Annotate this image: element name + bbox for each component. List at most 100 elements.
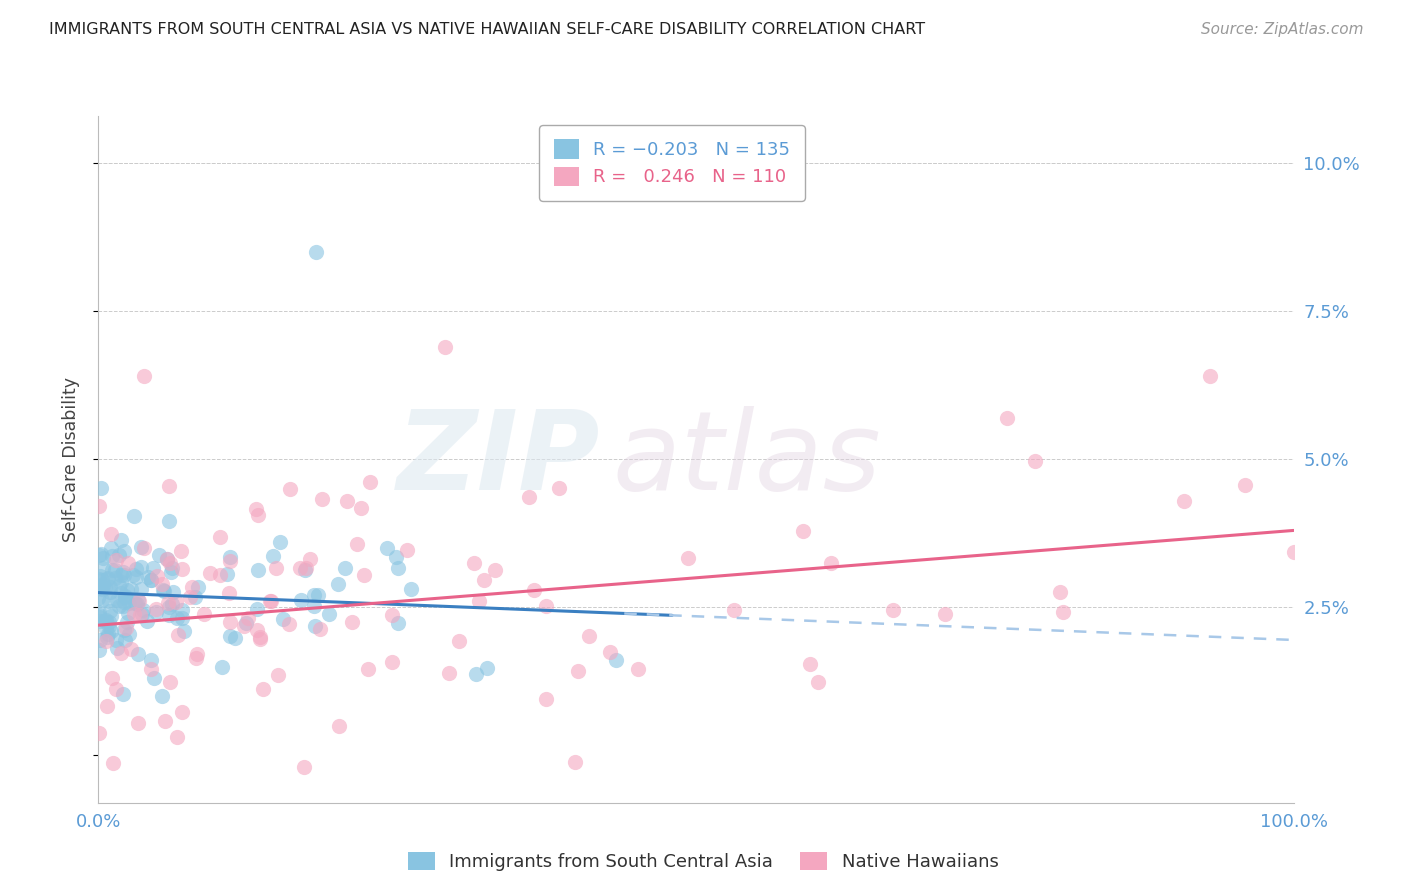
Point (350, 500, 373, 515)
Point (465, 667, 488, 681)
Point (89, 605, 111, 619)
Point (127, 716, 149, 731)
Point (934, 607, 956, 622)
Point (259, 594, 281, 608)
Point (90, 593, 112, 607)
Point (94, 622, 117, 636)
Point (112, 623, 135, 637)
Point (467, 594, 489, 608)
Point (110, 575, 132, 590)
Legend: R = −0.203   N = 135, R =   0.246   N = 110: R = −0.203 N = 135, R = 0.246 N = 110 (540, 125, 804, 201)
Point (218, 615, 240, 629)
Point (218, 586, 240, 600)
Point (472, 574, 495, 588)
Point (218, 554, 240, 568)
Point (108, 599, 131, 614)
Point (115, 621, 138, 635)
Point (157, 600, 180, 615)
Point (820, 556, 842, 570)
Point (157, 607, 180, 622)
Point (105, 592, 128, 607)
Point (262, 549, 284, 563)
Point (89, 499, 111, 513)
Point (112, 568, 135, 582)
Point (401, 582, 423, 597)
Point (170, 611, 193, 625)
Point (108, 549, 131, 563)
Point (186, 651, 208, 665)
Point (523, 583, 546, 598)
Point (246, 602, 269, 616)
Point (142, 561, 165, 575)
Point (89, 614, 111, 628)
Point (170, 562, 193, 576)
Point (155, 714, 177, 728)
Point (96, 634, 118, 648)
Point (357, 663, 380, 677)
Point (302, 588, 325, 602)
Point (100, 624, 122, 638)
Point (152, 583, 174, 598)
Point (627, 662, 650, 676)
Point (108, 579, 131, 593)
Point (125, 598, 148, 612)
Point (267, 668, 290, 682)
Point (90, 548, 112, 562)
Point (89, 633, 111, 648)
Point (118, 596, 141, 610)
Point (198, 566, 221, 581)
Point (166, 611, 188, 625)
Legend: Immigrants from South Central Asia, Native Hawaiians: Immigrants from South Central Asia, Nati… (401, 845, 1005, 879)
Point (299, 552, 322, 566)
Point (484, 563, 506, 577)
Point (97, 627, 120, 641)
Point (98, 615, 121, 630)
Point (245, 501, 267, 516)
Point (105, 682, 128, 697)
Point (111, 599, 134, 614)
Point (100, 563, 122, 577)
Point (141, 573, 163, 587)
Point (246, 624, 269, 638)
Point (477, 661, 499, 675)
Point (517, 490, 540, 504)
Point (333, 561, 356, 575)
Point (124, 607, 146, 621)
Point (87, 725, 110, 739)
Point (153, 584, 176, 599)
Point (87, 608, 110, 623)
Point (548, 481, 571, 495)
Point (318, 607, 340, 621)
Point (278, 617, 301, 632)
Point (127, 647, 149, 661)
Point (336, 494, 359, 508)
Point (139, 573, 162, 587)
Point (132, 369, 155, 384)
Point (139, 652, 162, 666)
Point (187, 580, 209, 594)
Point (159, 674, 181, 689)
Point (145, 605, 167, 619)
Point (150, 576, 173, 591)
Point (211, 659, 233, 673)
Point (995, 411, 1018, 425)
Point (1234, 478, 1257, 492)
Point (105, 632, 128, 647)
Point (94, 614, 117, 628)
Point (1049, 584, 1071, 599)
Point (447, 634, 470, 648)
Point (114, 590, 136, 604)
Point (125, 570, 148, 584)
Point (180, 580, 202, 594)
Point (127, 593, 149, 607)
Point (145, 601, 167, 615)
Point (87, 591, 110, 606)
Point (110, 586, 132, 600)
Text: atlas: atlas (613, 406, 882, 513)
Point (311, 492, 333, 507)
Point (160, 565, 183, 579)
Point (136, 569, 159, 583)
Point (89, 578, 111, 592)
Point (105, 553, 128, 567)
Point (129, 582, 152, 596)
